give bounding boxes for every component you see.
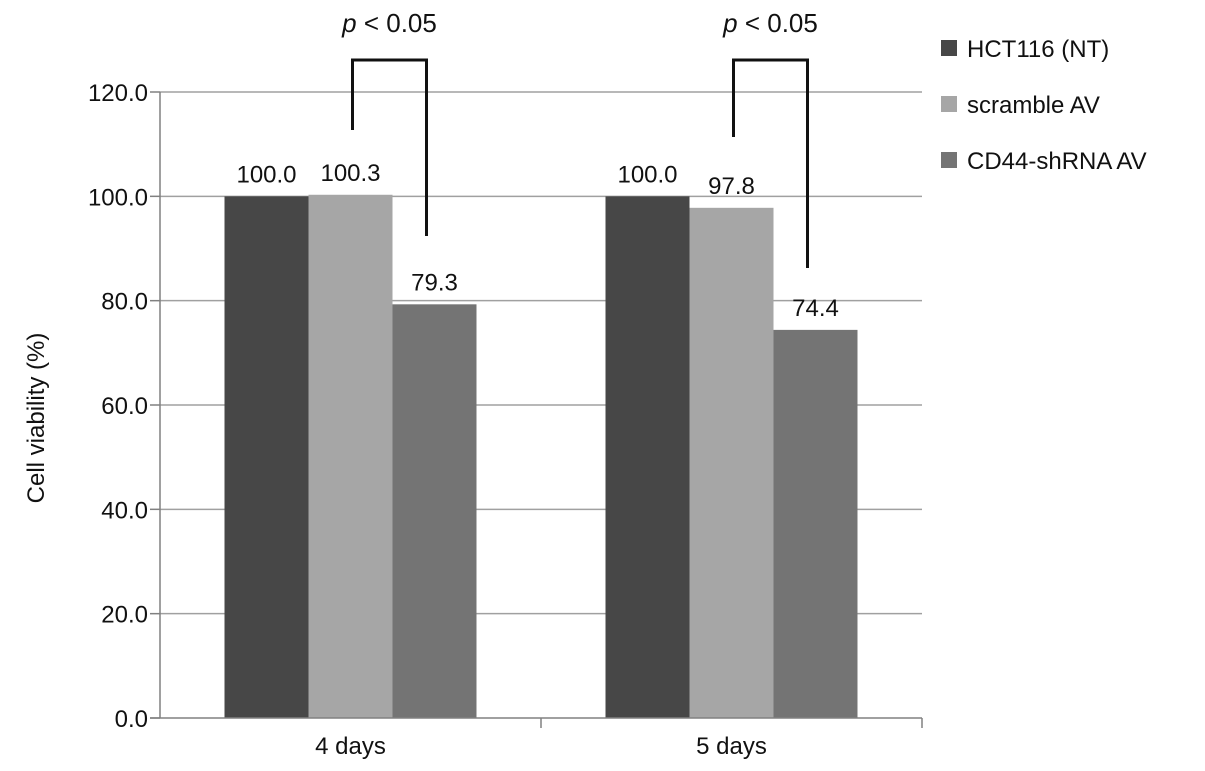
y-tick-label: 80.0 xyxy=(101,289,148,316)
bar xyxy=(224,196,309,719)
data-label: 100.3 xyxy=(320,160,380,187)
legend-label: HCT116 (NT) xyxy=(967,36,1109,63)
data-label: 100.0 xyxy=(236,161,296,188)
p-value-label: p < 0.05 xyxy=(341,8,437,38)
data-label: 74.4 xyxy=(792,295,839,322)
bar xyxy=(308,194,393,719)
bars xyxy=(224,194,858,719)
legend-label: scramble AV xyxy=(967,92,1100,119)
data-label: 97.8 xyxy=(708,173,755,200)
bar xyxy=(605,196,690,719)
y-tick-label: 60.0 xyxy=(101,393,148,420)
legend-swatch xyxy=(941,40,957,56)
bar xyxy=(392,304,477,718)
data-labels: 100.0 100.3 79.3 100.0 97.8 74.4 xyxy=(236,160,838,322)
axes: 0.0 20.0 40.0 60.0 80.0 100.0 120.0 4 days 5 day… xyxy=(88,80,923,760)
x-tick-label: 5 days xyxy=(696,733,767,760)
x-tick-label: 4 days xyxy=(315,733,386,760)
significance-bracket xyxy=(351,58,428,236)
y-tick-label: 20.0 xyxy=(101,602,148,629)
legend-swatch xyxy=(941,96,957,112)
y-axis-title: Cell viability (%) xyxy=(23,333,50,504)
significance-bracket xyxy=(732,58,809,268)
legend: HCT116 (NT) scramble AV CD44-shRNA AV xyxy=(941,36,1147,175)
bar xyxy=(773,329,858,718)
p-value-label: p < 0.05 xyxy=(722,8,818,38)
y-tick-label: 100.0 xyxy=(88,184,148,211)
legend-swatch xyxy=(941,152,957,168)
bar xyxy=(689,207,774,718)
y-tick-label: 120.0 xyxy=(88,80,148,107)
significance-annotations: p < 0.05 p < 0.05 xyxy=(341,8,818,268)
legend-label: CD44-shRNA AV xyxy=(967,148,1147,175)
data-label: 79.3 xyxy=(411,269,458,296)
data-label: 100.0 xyxy=(617,161,677,188)
y-tick-label: 40.0 xyxy=(101,497,148,524)
y-tick-label: 0.0 xyxy=(115,706,148,733)
